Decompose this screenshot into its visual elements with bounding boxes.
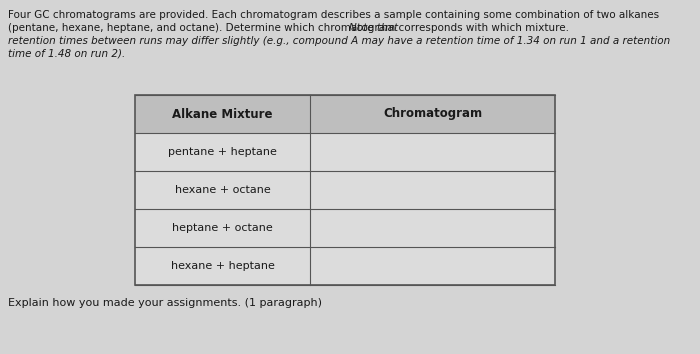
Text: pentane + heptane: pentane + heptane <box>168 147 277 157</box>
Text: retention times between runs may differ slightly (e.g., compound A may have a re: retention times between runs may differ … <box>8 36 671 46</box>
Text: Four GC chromatograms are provided. Each chromatogram describes a sample contain: Four GC chromatograms are provided. Each… <box>8 10 659 20</box>
Text: Explain how you made your assignments. (1 paragraph): Explain how you made your assignments. (… <box>8 298 322 308</box>
Text: Note that: Note that <box>349 23 398 33</box>
Text: Alkane Mixture: Alkane Mixture <box>172 108 273 120</box>
Text: heptane + octane: heptane + octane <box>172 223 273 233</box>
Text: hexane + heptane: hexane + heptane <box>171 261 274 271</box>
Text: time of 1.48 on run 2).: time of 1.48 on run 2). <box>8 49 125 59</box>
Text: hexane + octane: hexane + octane <box>174 185 270 195</box>
Text: Chromatogram: Chromatogram <box>383 108 482 120</box>
Text: (pentane, hexane, heptane, and octane). Determine which chromatogram corresponds: (pentane, hexane, heptane, and octane). … <box>8 23 573 33</box>
